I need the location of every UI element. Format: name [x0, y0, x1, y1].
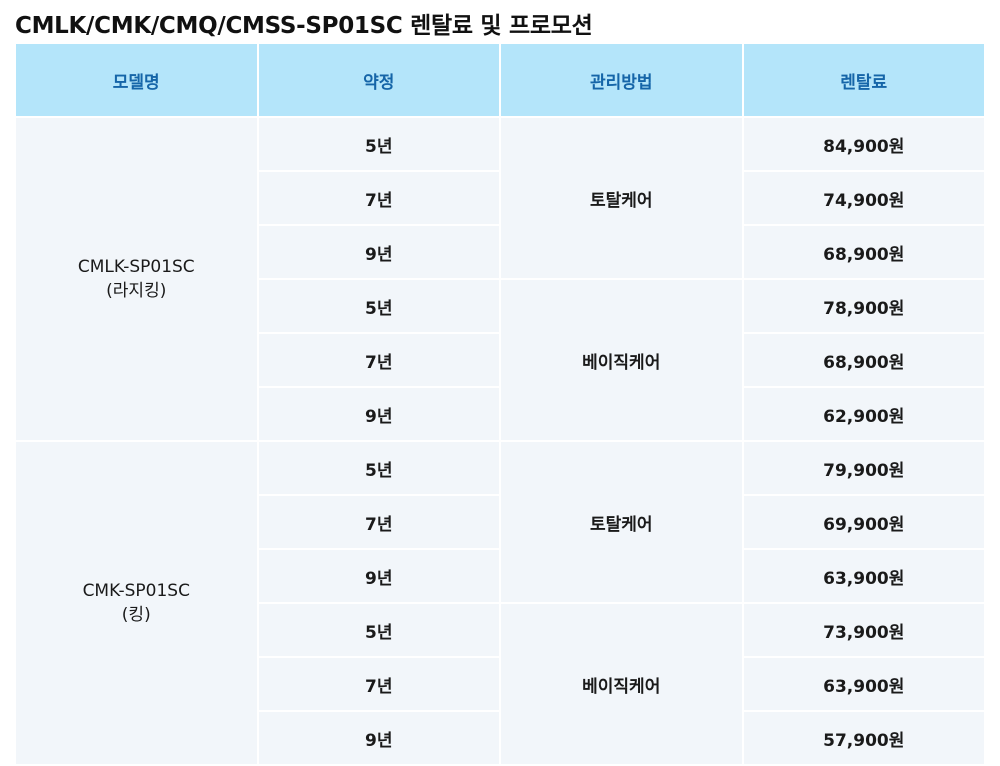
term-cell: 7년 [256, 332, 501, 388]
price-cell: 62,900원 [741, 386, 986, 442]
care-method-cell: 베이직케어 [499, 602, 744, 766]
table-row: 5년 베이직케어 78,900원 [15, 278, 986, 442]
price-cell: 79,900원 [741, 440, 986, 496]
header-model: 모델명 [14, 44, 259, 117]
table-row: 7년 74,900원 [15, 170, 986, 226]
model-subname: (킹) [121, 605, 151, 625]
term-cell: 9년 [256, 710, 501, 766]
term-cell: 5년 [256, 116, 501, 172]
table-row: 7년 63,900원 [15, 656, 986, 712]
price-cell: 63,900원 [741, 656, 986, 712]
table-row: 7년 68,900원 [15, 332, 986, 388]
model-name: CMK-SP01SC [82, 581, 190, 601]
model-cell: CMLK-SP01SC (라지킹) [14, 116, 259, 442]
term-cell: 5년 [256, 440, 501, 496]
table-header-row: 모델명 약정 관리방법 렌탈료 [14, 44, 986, 117]
price-cell: 84,900원 [741, 116, 986, 172]
term-cell: 5년 [256, 602, 501, 658]
page-title: CMLK/CMK/CMQ/CMSS-SP01SC 렌탈료 및 프로모션 [15, 13, 593, 39]
model-subname: (라지킹) [106, 281, 167, 301]
price-cell: 68,900원 [741, 332, 986, 388]
term-cell: 7년 [256, 494, 501, 550]
table-row: 7년 69,900원 [15, 494, 986, 550]
table-row: CMLK-SP01SC (라지킹) 5년 토탈케어 84,900원 [14, 116, 986, 442]
care-method-cell: 베이직케어 [499, 278, 744, 442]
model-cell: CMK-SP01SC (킹) [14, 440, 259, 766]
model-name: CMLK-SP01SC [77, 257, 195, 277]
rental-price-table: 모델명 약정 관리방법 렌탈료 CMLK-SP01SC (라지킹) 5년 토탈케… [14, 44, 986, 766]
price-cell: 57,900원 [741, 710, 986, 766]
price-cell: 69,900원 [741, 494, 986, 550]
price-cell: 78,900원 [741, 278, 986, 334]
term-cell: 9년 [256, 386, 501, 442]
term-cell: 9년 [256, 224, 501, 280]
care-method-cell: 토탈케어 [499, 116, 744, 280]
term-cell: 9년 [256, 548, 501, 604]
price-cell: 74,900원 [741, 170, 986, 226]
header-care-method: 관리방법 [499, 44, 744, 117]
care-method-cell: 토탈케어 [499, 440, 744, 604]
table-row: 9년 68,900원 [15, 224, 986, 280]
header-term: 약정 [256, 44, 501, 117]
term-cell: 7년 [256, 656, 501, 712]
price-cell: 63,900원 [741, 548, 986, 604]
term-cell: 5년 [256, 278, 501, 334]
table-row: 9년 63,900원 [15, 548, 986, 604]
term-cell: 7년 [256, 170, 501, 226]
price-cell: 73,900원 [741, 602, 986, 658]
table-row: 9년 62,900원 [15, 386, 986, 442]
price-cell: 68,900원 [741, 224, 986, 280]
header-rental-fee: 렌탈료 [741, 44, 986, 117]
table-row: CMK-SP01SC (킹) 5년 토탈케어 79,900원 [14, 440, 986, 766]
